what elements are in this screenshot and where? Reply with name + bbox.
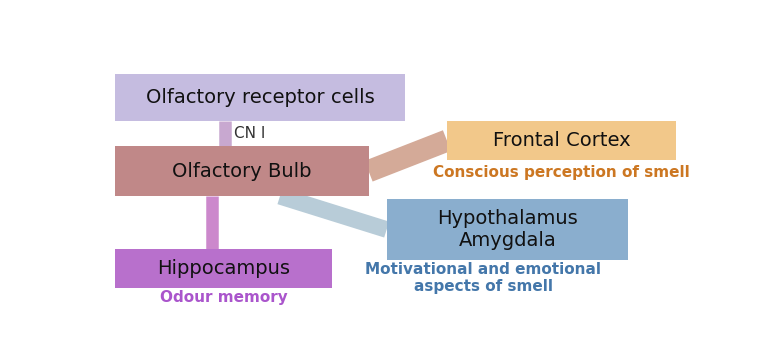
Text: Conscious perception of smell: Conscious perception of smell xyxy=(433,165,690,180)
Text: Olfactory Bulb: Olfactory Bulb xyxy=(172,162,312,181)
FancyBboxPatch shape xyxy=(447,121,676,160)
FancyBboxPatch shape xyxy=(115,249,332,288)
Text: Frontal Cortex: Frontal Cortex xyxy=(492,131,630,150)
Text: Olfactory receptor cells: Olfactory receptor cells xyxy=(145,88,374,107)
FancyBboxPatch shape xyxy=(387,199,628,260)
Text: Hypothalamus
Amygdala: Hypothalamus Amygdala xyxy=(437,209,577,250)
Text: Motivational and emotional
aspects of smell: Motivational and emotional aspects of sm… xyxy=(365,262,601,295)
FancyBboxPatch shape xyxy=(115,74,405,121)
Text: CN I: CN I xyxy=(234,126,266,141)
FancyBboxPatch shape xyxy=(115,146,369,196)
Text: Hippocampus: Hippocampus xyxy=(157,259,290,278)
Text: Odour memory: Odour memory xyxy=(160,290,288,305)
